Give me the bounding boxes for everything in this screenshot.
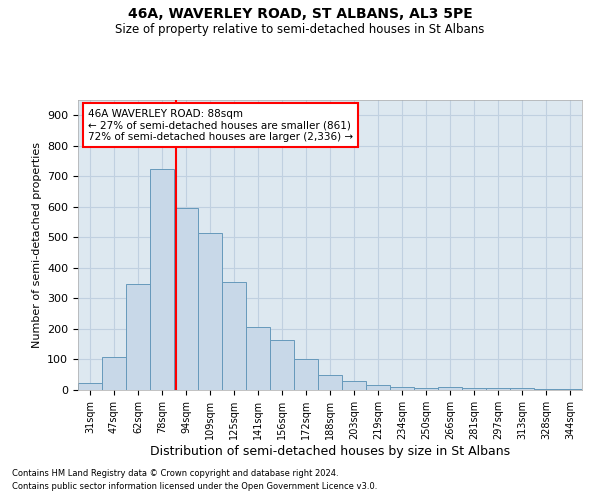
Bar [150,168,174,390]
Bar [486,388,510,390]
Bar [198,233,222,390]
Bar [510,388,534,390]
Bar [390,387,414,390]
Bar [174,208,198,390]
Bar [222,282,246,390]
Bar [78,384,102,390]
Bar [126,284,150,390]
Text: Size of property relative to semi-detached houses in St Albans: Size of property relative to semi-detach… [115,22,485,36]
Bar [270,340,294,390]
Bar [414,388,438,390]
Text: Distribution of semi-detached houses by size in St Albans: Distribution of semi-detached houses by … [150,444,510,458]
Text: 46A, WAVERLEY ROAD, ST ALBANS, AL3 5PE: 46A, WAVERLEY ROAD, ST ALBANS, AL3 5PE [128,8,472,22]
Bar [438,387,462,390]
Bar [366,384,390,390]
Bar [102,358,126,390]
Bar [246,327,270,390]
Bar [558,389,582,390]
Bar [342,381,366,390]
Bar [318,374,342,390]
Text: Contains public sector information licensed under the Open Government Licence v3: Contains public sector information licen… [12,482,377,491]
Text: 46A WAVERLEY ROAD: 88sqm
← 27% of semi-detached houses are smaller (861)
72% of : 46A WAVERLEY ROAD: 88sqm ← 27% of semi-d… [88,108,353,142]
Y-axis label: Number of semi-detached properties: Number of semi-detached properties [32,142,41,348]
Text: Contains HM Land Registry data © Crown copyright and database right 2024.: Contains HM Land Registry data © Crown c… [12,468,338,477]
Bar [462,388,486,390]
Bar [534,389,558,390]
Bar [294,358,318,390]
